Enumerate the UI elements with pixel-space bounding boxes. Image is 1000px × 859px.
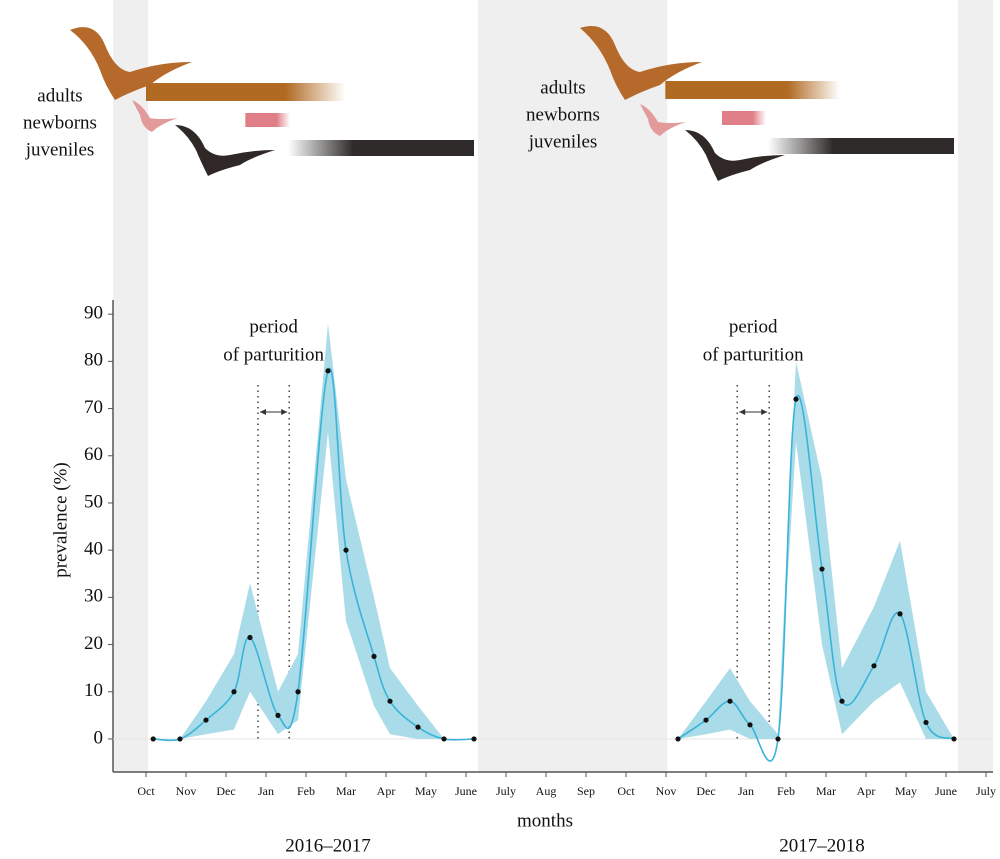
annotation: period: [729, 316, 778, 337]
x-tick-label: Mar: [336, 784, 356, 798]
data-point: [793, 396, 799, 402]
data-point: [819, 566, 825, 572]
x-tick-label: Feb: [297, 784, 315, 798]
data-point: [387, 698, 393, 704]
stage-bar: [768, 138, 954, 154]
x-tick-label: May: [895, 784, 917, 798]
stage-label: adults: [37, 85, 82, 106]
data-point: [775, 736, 781, 742]
stage-bar: [245, 113, 290, 127]
stage-label: juveniles: [25, 139, 95, 160]
y-tick-label: 60: [84, 444, 103, 465]
data-point: [150, 736, 156, 742]
stage-bar: [722, 111, 766, 125]
x-tick-label: June: [935, 784, 957, 798]
x-tick-label: Nov: [176, 784, 197, 798]
confidence-band: [678, 361, 954, 739]
x-tick-label: Sep: [577, 784, 595, 798]
data-point: [839, 698, 845, 704]
x-tick-label: Aug: [536, 784, 557, 798]
y-axis-label: prevalence (%): [50, 462, 71, 578]
stage-label: juveniles: [528, 131, 598, 152]
panel-label: 2017–2018: [779, 835, 865, 856]
data-point: [675, 736, 681, 742]
x-tick-label: Jan: [258, 784, 274, 798]
prevalence-line: [153, 367, 475, 742]
x-tick-label: Nov: [656, 784, 677, 798]
x-tick-label: Feb: [777, 784, 795, 798]
arrow-head: [260, 409, 288, 415]
stage-bar: [146, 83, 346, 101]
y-tick-label: 50: [84, 491, 103, 512]
x-tick-label: Oct: [137, 784, 155, 798]
x-tick-label: Mar: [816, 784, 836, 798]
bat-icons: [70, 26, 785, 181]
data-point: [897, 611, 903, 617]
data-point: [923, 719, 929, 726]
x-axis-label: months: [517, 810, 573, 831]
data-point: [371, 653, 377, 659]
confidence-band: [153, 323, 474, 739]
panel-label: 2016–2017: [285, 835, 371, 856]
x-tick-label: Oct: [617, 784, 635, 798]
y-tick-label: 20: [84, 633, 103, 654]
data-point: [177, 736, 183, 742]
stage-bar: [288, 140, 474, 156]
annotation: period: [249, 316, 298, 337]
data-point: [231, 689, 237, 695]
shaded-period: [478, 0, 668, 772]
data-point: [951, 736, 957, 742]
stage-label: newborns: [23, 112, 97, 133]
data-point: [747, 722, 753, 728]
x-tick-label: Dec: [216, 784, 235, 798]
y-tick-label: 30: [84, 586, 103, 607]
shaded-period: [958, 0, 993, 772]
x-tick-label: Apr: [857, 784, 876, 798]
data-point: [727, 698, 733, 704]
x-tick-label: July: [976, 784, 996, 798]
stage-bar: [665, 81, 840, 99]
data-point: [247, 634, 253, 641]
data-point: [275, 712, 281, 718]
x-tick-label: Dec: [696, 784, 715, 798]
data-point: [343, 547, 349, 553]
data-point: [471, 736, 477, 742]
annotation: of parturition: [223, 344, 324, 365]
y-tick-label: 10: [84, 680, 103, 701]
y-tick-label: 40: [84, 539, 103, 560]
stage-label: newborns: [526, 104, 600, 125]
x-tick-label: July: [496, 784, 516, 798]
y-tick-label: 70: [84, 397, 103, 418]
annotation: of parturition: [703, 344, 804, 365]
x-tick-label: June: [455, 784, 477, 798]
x-tick-label: May: [415, 784, 437, 798]
y-tick-label: 80: [84, 350, 103, 371]
arrow-head: [739, 409, 768, 415]
shaded-period: [113, 0, 148, 772]
data-point: [415, 724, 421, 730]
y-tick-label: 0: [94, 727, 104, 748]
data-point: [703, 717, 709, 723]
data-point: [295, 689, 301, 695]
data-point: [325, 368, 331, 374]
x-tick-label: Jan: [738, 784, 754, 798]
data-point: [203, 717, 209, 723]
x-tick-label: Apr: [377, 784, 396, 798]
data-point: [871, 663, 877, 669]
y-tick-label: 90: [84, 303, 103, 324]
data-point: [441, 736, 447, 742]
stage-label: adults: [540, 77, 585, 98]
